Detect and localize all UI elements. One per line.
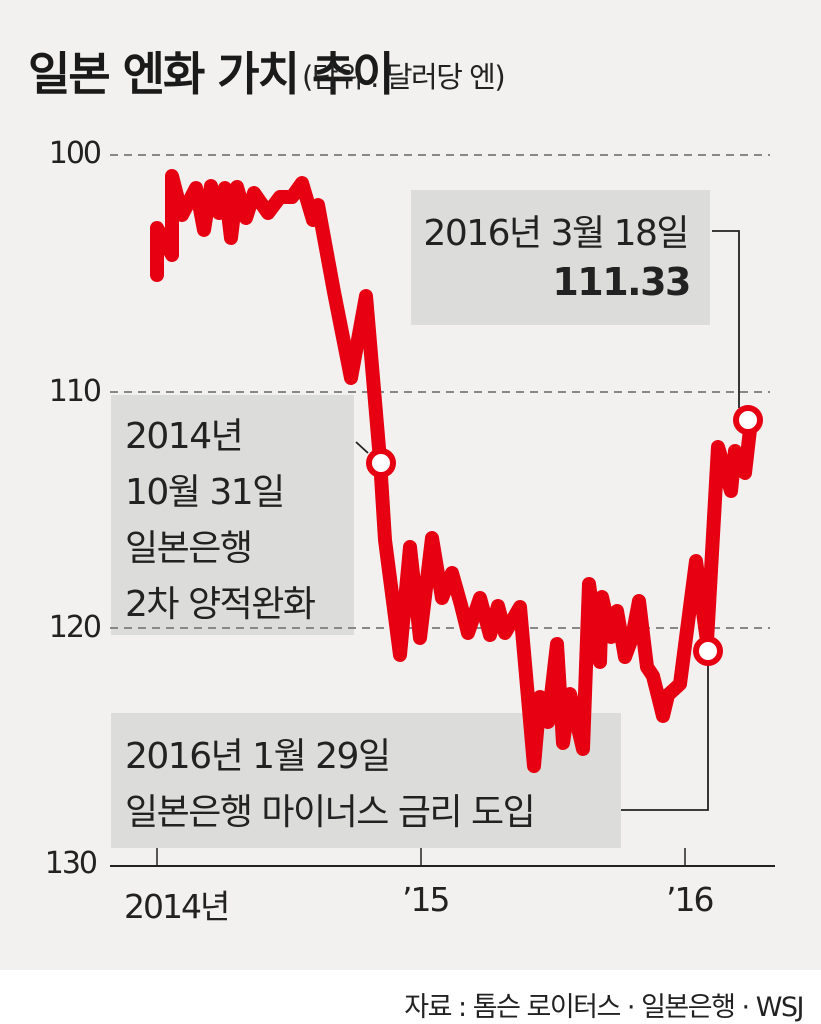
marker-qe2	[366, 448, 396, 478]
x-tick-2015: ’15	[402, 880, 451, 919]
y-tick-120: 120	[48, 610, 102, 645]
callout-latest-number: 111.33	[552, 260, 691, 304]
marker-latest	[733, 405, 763, 435]
marker-negative-rate	[693, 636, 723, 666]
callout-qe2-line: 일본은행	[125, 528, 253, 569]
x-tick-2016: ’16	[666, 880, 715, 919]
y-tick-110: 110	[48, 374, 102, 409]
line-chart-plot	[110, 154, 775, 867]
x-axis-ticks	[156, 848, 686, 866]
source-note: 자료 : 톰슨 로이터스 · 일본은행 · WSJ	[404, 992, 804, 1023]
callout-qe2-line: 2차 양적완화	[125, 584, 316, 625]
gridlines	[110, 154, 770, 629]
callout-latest-value: 2016년 3월 18일 111.33	[411, 190, 710, 325]
callout-latest-date: 2016년 3월 18일	[423, 213, 689, 254]
yen-rate-line	[150, 169, 758, 773]
callout-qe2: 2014년 10월 31일 일본은행 2차 양적완화	[111, 395, 354, 635]
leader-line-latest	[712, 230, 740, 408]
callout-negative-rate: 2016년 1월 29일 일본은행 마이너스 금리 도입	[111, 713, 621, 848]
y-tick-100: 100	[48, 136, 102, 171]
callout-qe2-line: 10월 31일	[125, 472, 285, 513]
unit-label: (단위 : 달러당 엔)	[302, 60, 506, 94]
chart-title: 일본 엔화 가치 추이	[28, 47, 395, 101]
y-tick-130: 130	[44, 846, 98, 881]
leader-lines	[355, 230, 740, 811]
leader-line-negative-rate	[621, 665, 709, 811]
leader-line-qe2	[355, 441, 369, 454]
callout-negative-rate-line: 2016년 1월 29일	[125, 736, 391, 777]
callout-negative-rate-line: 일본은행 마이너스 금리 도입	[125, 792, 536, 833]
callout-qe2-line: 2014년	[125, 416, 244, 457]
x-tick-2014: 2014년	[124, 887, 230, 926]
